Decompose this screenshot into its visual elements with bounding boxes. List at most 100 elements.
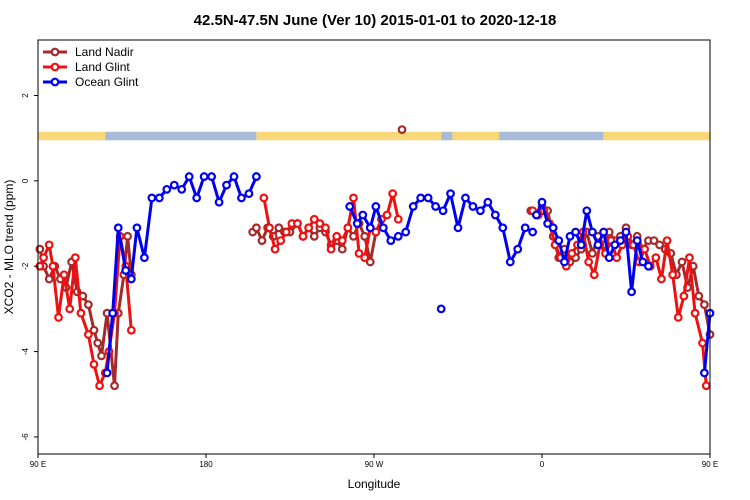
data-point	[576, 240, 586, 250]
series-layer	[35, 125, 715, 391]
data-point	[214, 197, 224, 207]
data-point	[332, 231, 342, 241]
data-point	[582, 206, 592, 216]
data-point	[354, 249, 364, 258]
data-point	[401, 227, 411, 237]
data-point	[169, 180, 179, 190]
land-sea-bar	[38, 131, 710, 141]
x-tick-label: 180	[199, 460, 213, 469]
data-point	[393, 231, 403, 241]
data-point	[108, 308, 118, 318]
data-point	[701, 381, 711, 391]
x-tick-label: 90 W	[365, 460, 384, 469]
data-point	[304, 223, 314, 233]
data-point	[520, 223, 530, 233]
data-point	[388, 189, 398, 199]
data-point	[604, 253, 614, 263]
data-point	[113, 223, 123, 233]
data-point	[532, 210, 541, 220]
data-point	[89, 325, 99, 335]
legend-marker	[50, 62, 60, 72]
data-point	[65, 304, 75, 314]
data-point	[70, 253, 80, 263]
data-point	[360, 253, 370, 263]
land-sea-segment-land	[603, 131, 710, 141]
data-point	[571, 227, 580, 237]
data-point	[461, 193, 470, 203]
data-point	[132, 223, 142, 233]
chart-title: 42.5N-47.5N June (Ver 10) 2015-01-01 to …	[194, 12, 557, 29]
data-point	[668, 270, 678, 280]
data-point	[207, 172, 217, 181]
data-point	[110, 381, 119, 391]
legend-item: Ocean Glint	[43, 75, 139, 89]
data-point	[673, 313, 683, 322]
y-tick-label: -6	[21, 433, 30, 441]
data-point	[39, 253, 48, 263]
data-point	[222, 180, 231, 190]
data-point	[588, 249, 597, 258]
land-sea-segment-land	[452, 131, 500, 141]
data-point	[378, 223, 388, 233]
data-point	[371, 202, 381, 211]
data-point	[612, 253, 622, 263]
y-tick-label: -2	[21, 262, 30, 270]
data-point	[408, 202, 418, 211]
data-point	[560, 257, 569, 267]
data-point	[121, 266, 131, 275]
data-point	[54, 313, 63, 322]
data-point	[589, 270, 599, 280]
data-point	[237, 193, 246, 203]
data-point	[139, 253, 149, 263]
legend-item: Land Glint	[43, 60, 130, 74]
data-point	[281, 227, 291, 237]
data-point	[337, 244, 347, 254]
data-point	[251, 223, 261, 233]
y-tick-label: -4	[21, 347, 30, 355]
legend-label: Land Glint	[75, 60, 130, 74]
data-point	[593, 240, 603, 250]
data-point	[393, 214, 403, 224]
data-point	[244, 189, 254, 199]
data-point	[382, 210, 392, 220]
data-point	[95, 381, 104, 391]
legend-label: Land Nadir	[75, 45, 134, 59]
data-point	[259, 193, 269, 203]
data-point	[126, 325, 136, 335]
data-point	[610, 240, 620, 250]
data-point	[657, 274, 666, 284]
data-point	[662, 236, 672, 245]
data-point	[694, 291, 704, 301]
data-point	[554, 236, 564, 245]
data-point	[199, 172, 209, 181]
y-axis-label: XCO2 - MLO trend (ppm)	[2, 180, 16, 315]
land-sea-segment-land	[38, 131, 106, 141]
data-point	[438, 206, 448, 216]
data-point	[371, 227, 381, 237]
data-point	[644, 261, 653, 271]
data-point	[365, 257, 375, 267]
data-point	[83, 330, 93, 339]
data-point	[677, 257, 687, 267]
data-point	[397, 125, 407, 135]
x-axis-label: Longitude	[348, 477, 401, 491]
data-point	[685, 253, 694, 263]
land-sea-segment-ocean	[105, 131, 257, 141]
data-point	[679, 291, 689, 301]
data-point	[431, 202, 441, 211]
data-point	[627, 287, 636, 297]
data-point	[352, 219, 362, 228]
data-point	[651, 253, 661, 263]
data-point	[123, 231, 132, 241]
data-point	[293, 219, 302, 228]
data-point	[315, 219, 325, 228]
data-point	[154, 193, 164, 203]
data-point	[89, 359, 99, 369]
data-point	[446, 189, 455, 199]
x-tick-label: 90 E	[702, 460, 718, 469]
legend-label: Ocean Glint	[75, 75, 139, 89]
data-point	[59, 270, 69, 280]
data-point	[632, 236, 642, 245]
data-point	[621, 227, 631, 237]
